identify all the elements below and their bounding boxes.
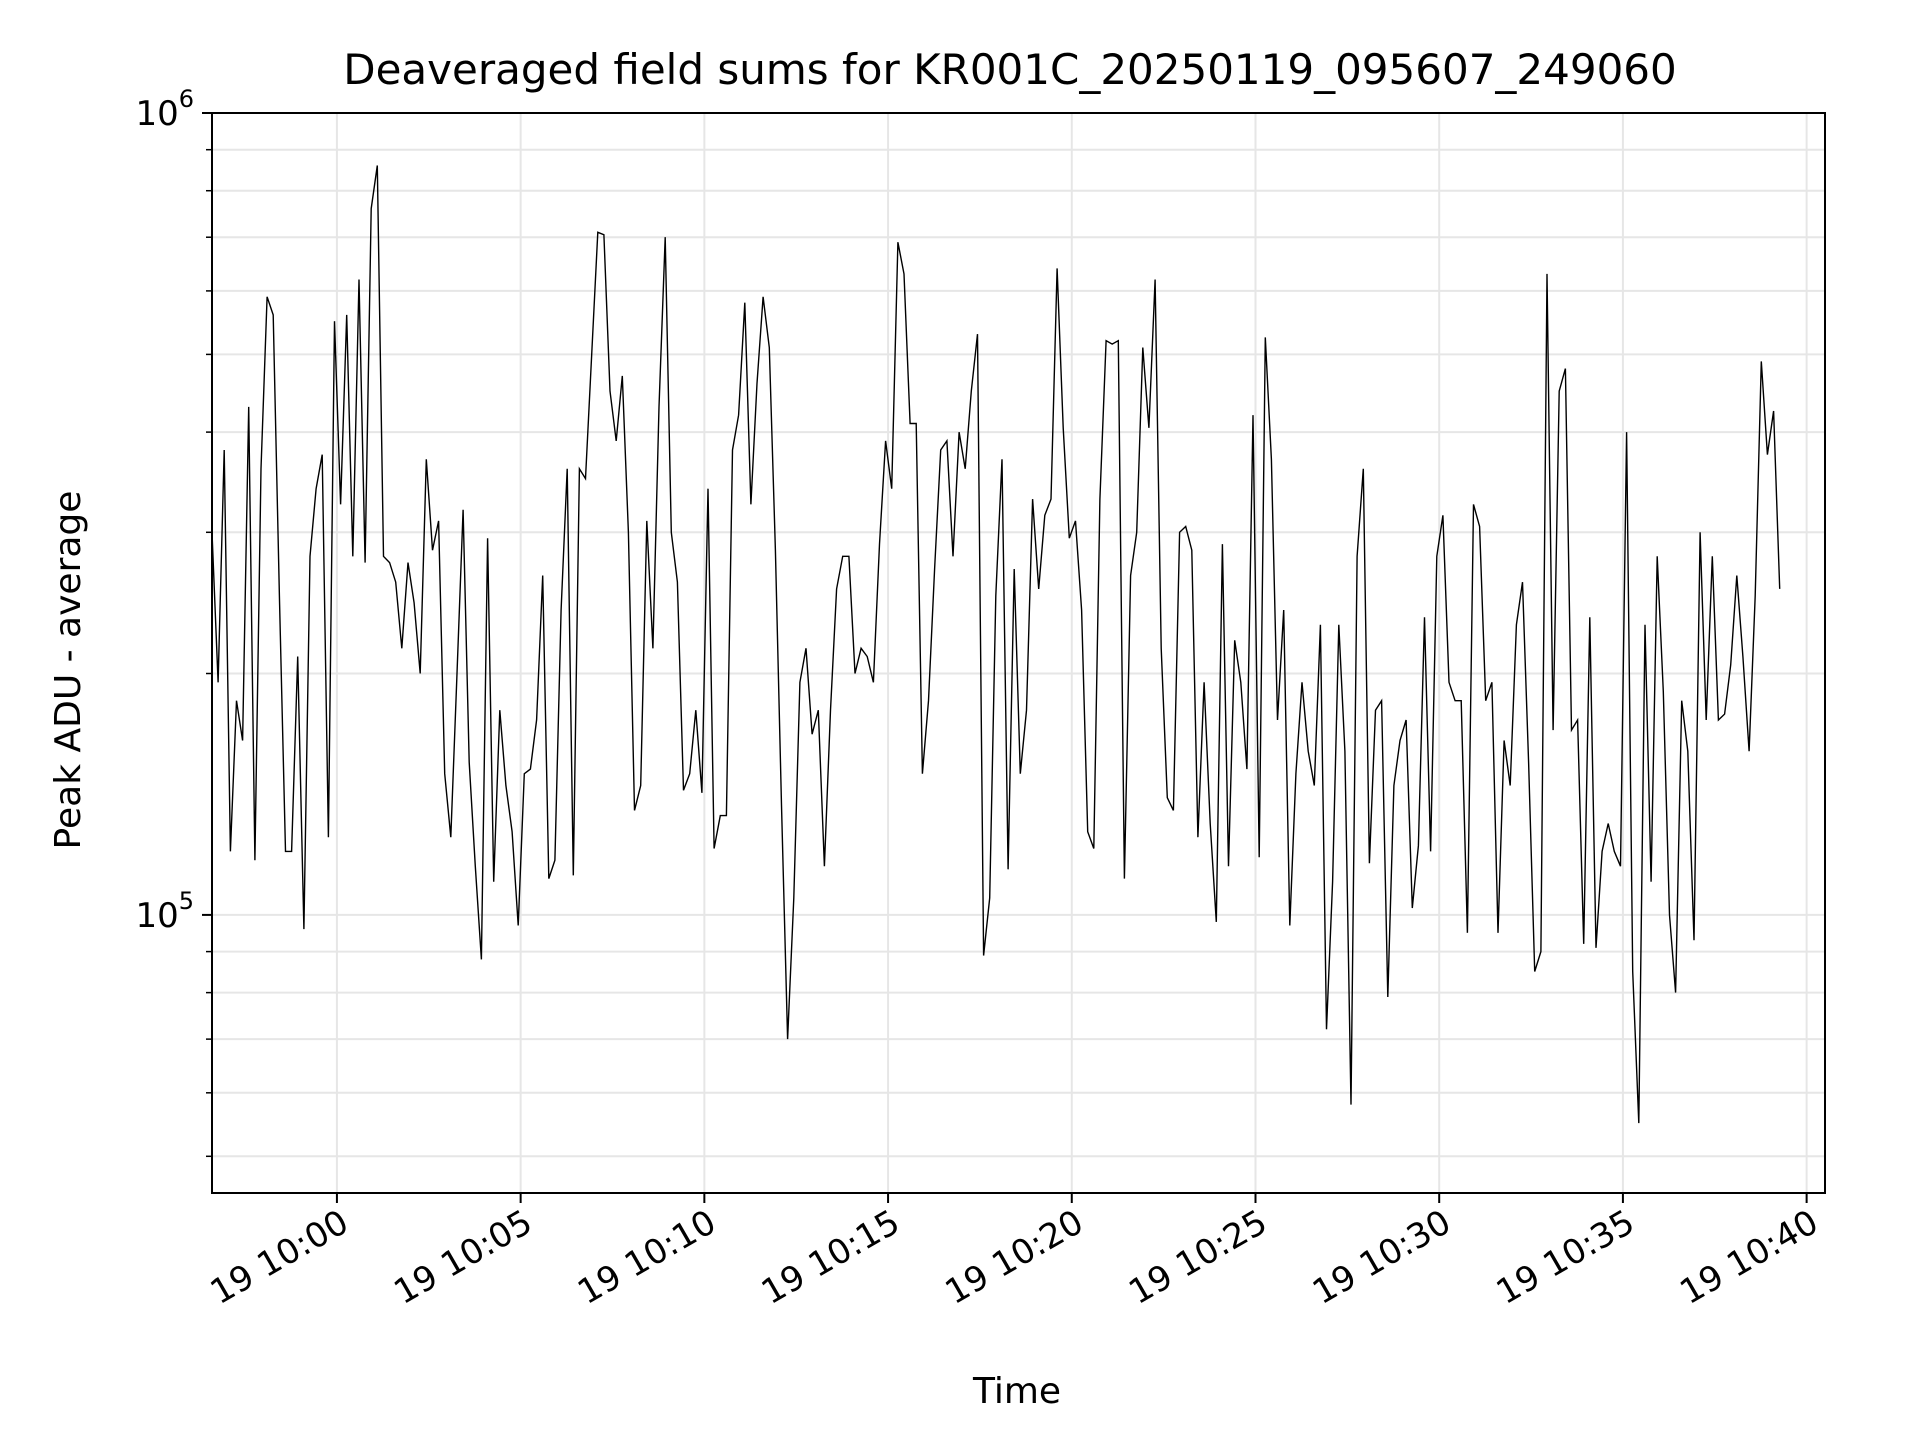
plot-area <box>212 165 1781 1124</box>
x-axis-label: Time <box>972 1371 1061 1412</box>
y-tick-label-exponent: 6 <box>179 85 194 113</box>
y-tick-label: 106 <box>135 85 194 134</box>
y-tick-label-base: 10 <box>135 94 178 134</box>
y-tick-label: 105 <box>135 887 194 936</box>
y-tick-label-base: 10 <box>135 896 178 936</box>
chart-title: Deaveraged field sums for KR001C_2025011… <box>343 45 1677 94</box>
axes-frame <box>211 112 1826 1194</box>
series-line-0 <box>212 165 1781 1124</box>
y-tick-label-exponent: 5 <box>179 887 194 915</box>
y-axis-label: Peak ADU - average <box>48 491 89 850</box>
